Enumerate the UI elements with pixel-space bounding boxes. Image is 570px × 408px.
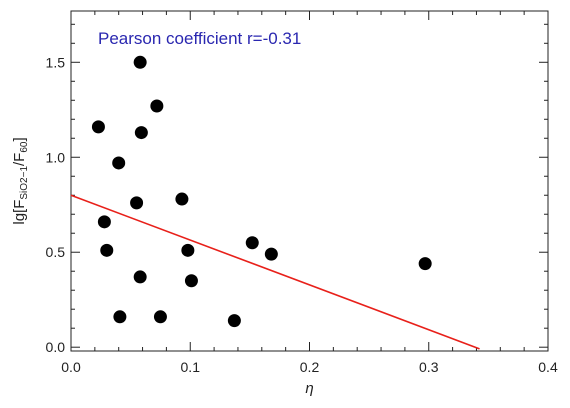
data-point: [133, 270, 147, 284]
ticks-group: 0.0 0.1 0.2 0.3 0.4 0.0 0.5 1.0 1.5: [46, 11, 558, 375]
x-tick-label: 0.2: [300, 359, 320, 375]
data-point: [184, 274, 198, 288]
y-tick-label: 0.5: [46, 244, 66, 260]
y-tick-label: 1.5: [46, 54, 66, 70]
data-point: [133, 55, 147, 69]
x-tick-label: 0.0: [61, 359, 81, 375]
y-label-suffix: ]: [11, 137, 28, 141]
x-tick-label: 0.1: [181, 359, 201, 375]
data-point: [181, 243, 195, 257]
data-point: [227, 314, 241, 328]
data-point: [113, 310, 127, 324]
y-tick-label: 0.0: [46, 339, 66, 355]
y-label-mid: /F: [11, 153, 28, 166]
y-label-sub1: SiO2−1: [19, 166, 30, 200]
x-tick-label: 0.4: [538, 359, 558, 375]
data-point: [91, 120, 105, 134]
fit-line-group: [70, 194, 480, 350]
x-axis-label: η: [305, 380, 313, 397]
data-point: [97, 215, 111, 229]
data-point: [130, 196, 144, 210]
y-tick-label: 1.0: [46, 149, 66, 165]
data-point: [153, 310, 167, 324]
regression-line: [70, 194, 480, 350]
x-tick-label: 0.3: [419, 359, 439, 375]
data-point: [112, 156, 126, 170]
data-point: [150, 99, 164, 113]
y-label-prefix: lg[F: [11, 200, 28, 225]
data-point: [245, 236, 259, 250]
data-point: [264, 247, 278, 261]
data-point: [418, 257, 432, 271]
data-point: [175, 192, 189, 206]
data-point: [100, 243, 114, 257]
pearson-annotation: Pearson coefficient r=-0.31: [98, 29, 301, 48]
y-label-sub2: 60: [19, 141, 30, 153]
y-axis-label: lg[FSiO2−1/F60]: [11, 137, 30, 224]
points-group: [91, 55, 432, 328]
data-point: [134, 126, 148, 140]
